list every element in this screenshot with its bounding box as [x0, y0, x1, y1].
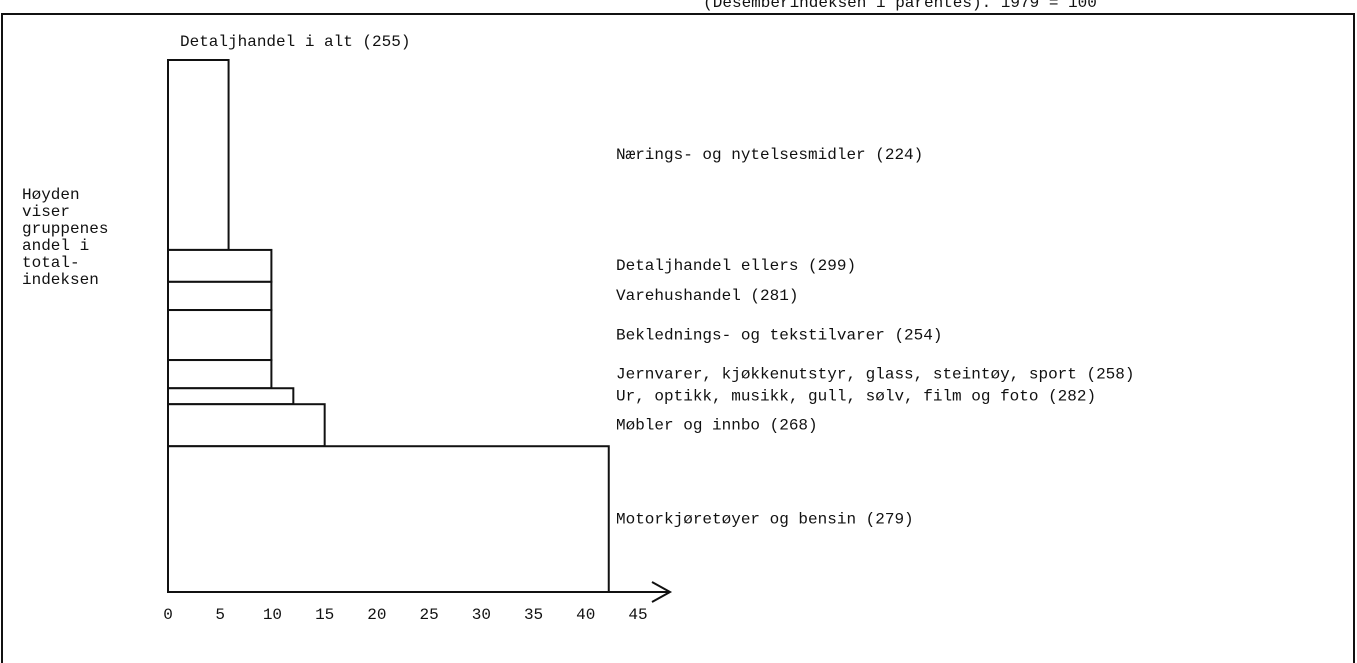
category-label: Beklednings- og tekstilvarer (254) [616, 326, 942, 344]
axis-arrow [651, 581, 673, 603]
note-line: total- [22, 254, 80, 272]
bar [167, 403, 326, 448]
category-label: Nærings- og nytelsesmidler (224) [616, 146, 923, 164]
bar [167, 280, 273, 312]
note-line: indeksen [22, 271, 99, 289]
frame [1, 13, 1355, 663]
x-tick-label: 40 [576, 606, 595, 624]
bar [167, 248, 273, 283]
x-tick-label: 30 [472, 606, 491, 624]
chart-title: Detaljhandel i alt (255) [180, 33, 410, 51]
category-label: Møbler og innbo (268) [616, 416, 818, 434]
category-label: Ur, optikk, musikk, gull, sølv, film og … [616, 387, 1096, 405]
note-line: andel i [22, 237, 89, 255]
category-label: Detaljhandel ellers (299) [616, 257, 856, 275]
x-tick-label: 20 [367, 606, 386, 624]
category-label: Jernvarer, kjøkkenutstyr, glass, steintø… [616, 365, 1134, 383]
category-label: Motorkjøretøyer og bensin (279) [616, 510, 914, 528]
header: (Desemberindeksen i parentes). 1979 = 10… [703, 0, 1097, 12]
note-line: viser [22, 203, 70, 221]
bar [167, 309, 273, 362]
bar [167, 445, 610, 593]
category-label: Varehushandel (281) [616, 287, 798, 305]
x-tick-label: 10 [263, 606, 282, 624]
x-tick-label: 5 [215, 606, 225, 624]
bar [167, 359, 273, 390]
x-tick-label: 45 [628, 606, 647, 624]
note-line: Høyden [22, 186, 80, 204]
note-line: gruppenes [22, 220, 108, 238]
x-tick-label: 0 [163, 606, 173, 624]
bar [167, 59, 230, 251]
bar [167, 387, 295, 406]
x-tick-label: 35 [524, 606, 543, 624]
x-tick-label: 15 [315, 606, 334, 624]
x-tick-label: 25 [420, 606, 439, 624]
